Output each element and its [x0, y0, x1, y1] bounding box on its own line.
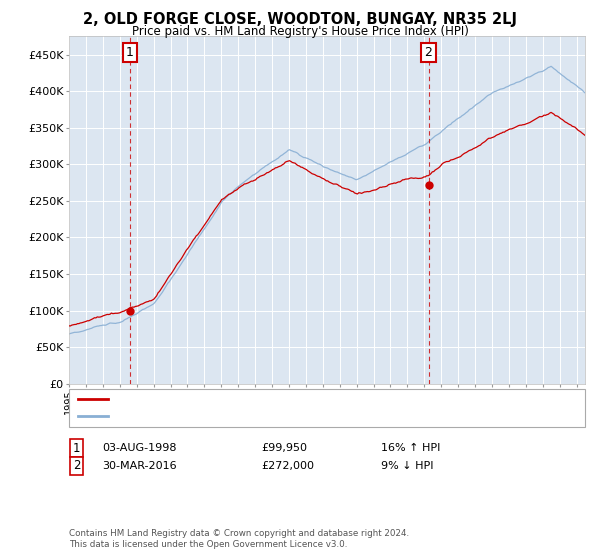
Text: 2, OLD FORGE CLOSE, WOODTON, BUNGAY, NR35 2LJ: 2, OLD FORGE CLOSE, WOODTON, BUNGAY, NR3… — [83, 12, 517, 27]
Text: 2: 2 — [425, 46, 433, 59]
Text: HPI: Average price, detached house, South Norfolk: HPI: Average price, detached house, Sout… — [114, 411, 366, 421]
Text: 1: 1 — [125, 46, 134, 59]
Text: 9% ↓ HPI: 9% ↓ HPI — [381, 461, 433, 471]
Text: 03-AUG-1998: 03-AUG-1998 — [102, 443, 176, 453]
Text: £99,950: £99,950 — [261, 443, 307, 453]
Text: £272,000: £272,000 — [261, 461, 314, 471]
Text: Price paid vs. HM Land Registry's House Price Index (HPI): Price paid vs. HM Land Registry's House … — [131, 25, 469, 38]
Text: 16% ↑ HPI: 16% ↑ HPI — [381, 443, 440, 453]
Text: 2, OLD FORGE CLOSE, WOODTON, BUNGAY, NR35 2LJ (detached house): 2, OLD FORGE CLOSE, WOODTON, BUNGAY, NR3… — [114, 394, 471, 404]
Text: 2: 2 — [73, 459, 80, 473]
Text: 30-MAR-2016: 30-MAR-2016 — [102, 461, 176, 471]
Text: 1: 1 — [73, 441, 80, 455]
Text: Contains HM Land Registry data © Crown copyright and database right 2024.
This d: Contains HM Land Registry data © Crown c… — [69, 529, 409, 549]
